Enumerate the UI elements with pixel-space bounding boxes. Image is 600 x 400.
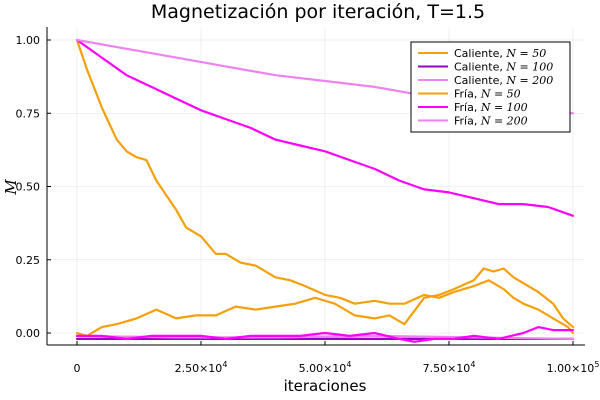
legend-entry: Fría, N = 50 — [454, 88, 521, 101]
y-tick-label: 1.00 — [16, 34, 41, 47]
legend-entry-math: N = 200 — [505, 74, 553, 87]
x-tick-exponent: 4 — [222, 360, 227, 369]
series-line-3 — [75, 267, 575, 337]
x-tick-exponent: 4 — [346, 360, 351, 369]
x-tick-exponent: 4 — [470, 360, 475, 369]
x-axis-label: iteraciones — [284, 377, 367, 395]
y-tick-label: 0.00 — [16, 327, 41, 340]
x-tick-label: 5.00×104 — [299, 360, 352, 375]
y-tick-label: 0.25 — [16, 254, 41, 267]
y-tick-label: 0.75 — [16, 107, 41, 120]
axes: 0 2.50×104 5.00×104 7.50×104 1.00×105 0.00 0.2… — [16, 27, 600, 375]
legend-entry: Fría, N = 200 — [454, 115, 528, 128]
legend-entry-math: N = 200 — [480, 115, 528, 128]
legend-entry: Caliente, N = 200 — [454, 74, 553, 87]
legend-entry-math: N = 100 — [480, 101, 528, 114]
x-tick-label: 2.50×104 — [175, 360, 228, 375]
series-line-0 — [75, 38, 575, 335]
y-tick-label: 0.50 — [16, 181, 41, 194]
x-tick-label: 7.50×104 — [423, 360, 476, 375]
x-tick-exponent: 5 — [594, 360, 599, 369]
series-line-6 — [75, 326, 575, 343]
chart-title: Magnetización por iteración, T=1.5 — [151, 1, 485, 23]
legend-entry-math: N = 50 — [505, 47, 546, 60]
x-tick-label: 1.00×105 — [547, 360, 600, 375]
legend-entry: Caliente, N = 50 — [454, 47, 546, 60]
plot-area — [75, 38, 575, 343]
legend-entry-math: N = 100 — [505, 61, 553, 74]
legend-entry-math: N = 50 — [480, 88, 521, 101]
legend-entry: Fría, N = 100 — [454, 101, 528, 114]
y-axis-label: M — [2, 179, 20, 196]
legend-box — [410, 41, 571, 133]
legend-entry: Caliente, N = 100 — [454, 61, 553, 74]
series-line-4 — [75, 38, 575, 217]
x-tick-label: 0 — [74, 362, 81, 375]
